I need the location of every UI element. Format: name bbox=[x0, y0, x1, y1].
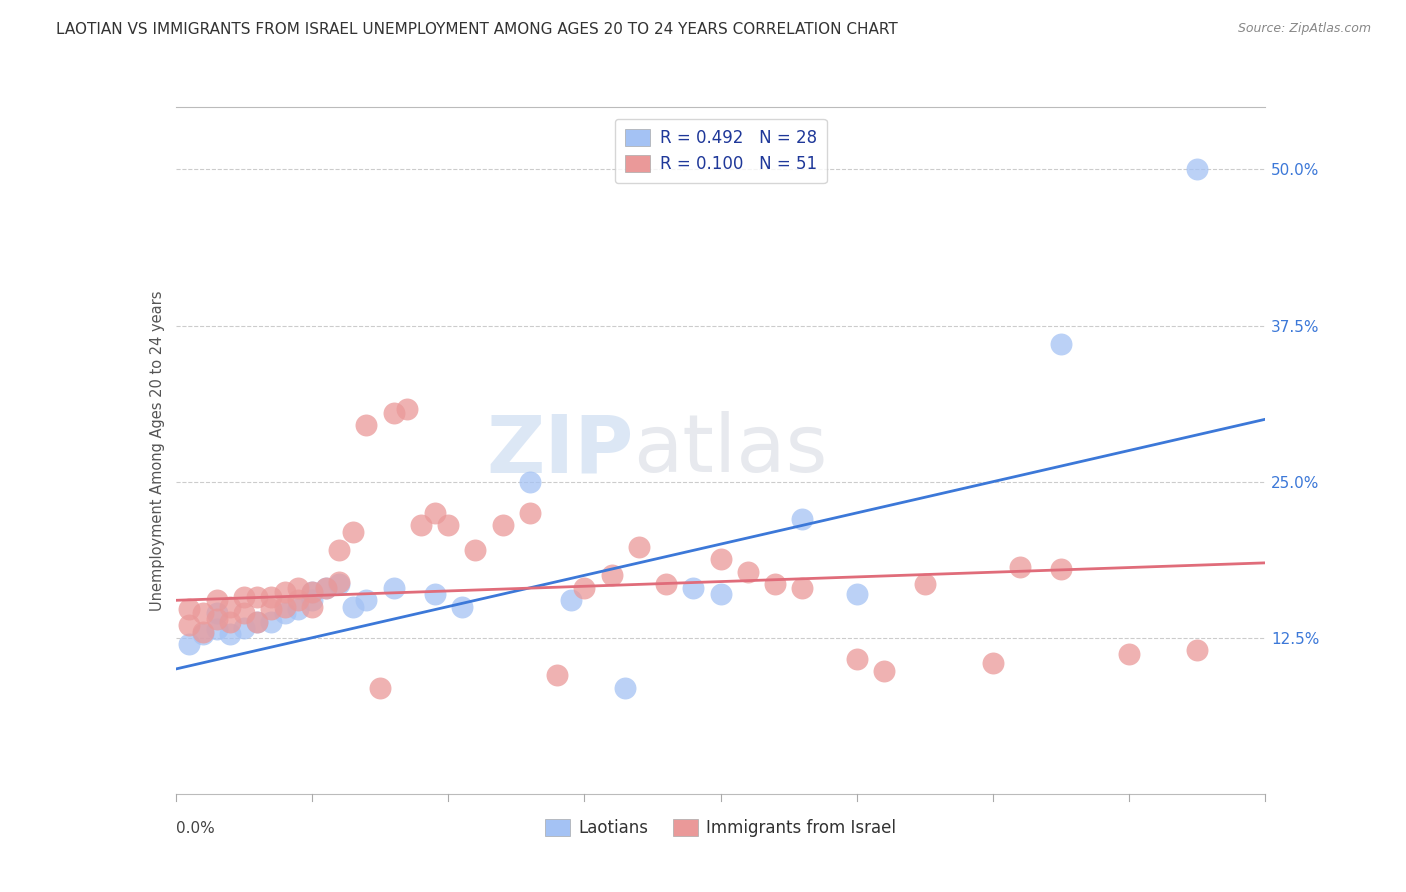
Point bbox=[1187, 643, 1209, 657]
Point bbox=[396, 402, 419, 417]
Point bbox=[219, 627, 242, 641]
Text: Source: ZipAtlas.com: Source: ZipAtlas.com bbox=[1237, 22, 1371, 36]
Point bbox=[600, 568, 623, 582]
Point bbox=[792, 581, 814, 595]
Point bbox=[301, 599, 323, 614]
Point bbox=[328, 574, 350, 589]
Point bbox=[1050, 337, 1073, 351]
Point bbox=[710, 552, 733, 566]
Point bbox=[260, 590, 283, 604]
Point bbox=[328, 543, 350, 558]
Point bbox=[287, 581, 309, 595]
Point bbox=[792, 512, 814, 526]
Point bbox=[914, 577, 936, 591]
Point bbox=[382, 406, 405, 420]
Point bbox=[1050, 562, 1073, 576]
Point bbox=[179, 637, 201, 651]
Point bbox=[981, 656, 1004, 670]
Point bbox=[356, 593, 378, 607]
Text: atlas: atlas bbox=[633, 411, 828, 490]
Point bbox=[205, 593, 228, 607]
Point bbox=[682, 581, 704, 595]
Point bbox=[845, 652, 868, 666]
Text: ZIP: ZIP bbox=[486, 411, 633, 490]
Point bbox=[873, 665, 896, 679]
Point bbox=[437, 518, 460, 533]
Point bbox=[627, 540, 650, 554]
Point bbox=[342, 599, 364, 614]
Point bbox=[464, 543, 486, 558]
Point bbox=[315, 581, 337, 595]
Point bbox=[179, 602, 201, 616]
Point bbox=[246, 615, 269, 629]
Point bbox=[737, 565, 759, 579]
Point bbox=[301, 593, 323, 607]
Point bbox=[274, 606, 297, 620]
Point bbox=[1118, 647, 1140, 661]
Point bbox=[356, 418, 378, 433]
Point bbox=[301, 584, 323, 599]
Point bbox=[845, 587, 868, 601]
Point bbox=[450, 599, 472, 614]
Text: 0.0%: 0.0% bbox=[176, 822, 215, 837]
Point bbox=[710, 587, 733, 601]
Point bbox=[560, 593, 582, 607]
Point bbox=[492, 518, 515, 533]
Point bbox=[219, 615, 242, 629]
Legend: R = 0.492   N = 28, R = 0.100   N = 51: R = 0.492 N = 28, R = 0.100 N = 51 bbox=[614, 119, 827, 184]
Point bbox=[315, 581, 337, 595]
Point bbox=[287, 602, 309, 616]
Point bbox=[409, 518, 432, 533]
Point bbox=[232, 606, 254, 620]
Point bbox=[287, 593, 309, 607]
Point bbox=[368, 681, 391, 695]
Point bbox=[219, 599, 242, 614]
Point bbox=[260, 602, 283, 616]
Point bbox=[191, 627, 214, 641]
Point bbox=[328, 577, 350, 591]
Point bbox=[260, 615, 283, 629]
Point bbox=[205, 612, 228, 626]
Point bbox=[614, 681, 637, 695]
Point bbox=[274, 599, 297, 614]
Point bbox=[1187, 162, 1209, 177]
Point bbox=[655, 577, 678, 591]
Point bbox=[301, 584, 323, 599]
Point bbox=[519, 475, 541, 489]
Point bbox=[191, 624, 214, 639]
Point bbox=[205, 606, 228, 620]
Y-axis label: Unemployment Among Ages 20 to 24 years: Unemployment Among Ages 20 to 24 years bbox=[149, 290, 165, 611]
Text: LAOTIAN VS IMMIGRANTS FROM ISRAEL UNEMPLOYMENT AMONG AGES 20 TO 24 YEARS CORRELA: LAOTIAN VS IMMIGRANTS FROM ISRAEL UNEMPL… bbox=[56, 22, 898, 37]
Point bbox=[191, 606, 214, 620]
Point bbox=[232, 590, 254, 604]
Point bbox=[519, 506, 541, 520]
Point bbox=[763, 577, 786, 591]
Point bbox=[423, 587, 446, 601]
Point bbox=[1010, 559, 1032, 574]
Point bbox=[423, 506, 446, 520]
Point bbox=[232, 621, 254, 635]
Point bbox=[274, 584, 297, 599]
Point bbox=[546, 668, 568, 682]
Point bbox=[342, 524, 364, 539]
Point bbox=[382, 581, 405, 595]
Point bbox=[179, 618, 201, 632]
Point bbox=[574, 581, 596, 595]
Point bbox=[246, 615, 269, 629]
Point bbox=[246, 590, 269, 604]
Point bbox=[205, 622, 228, 636]
